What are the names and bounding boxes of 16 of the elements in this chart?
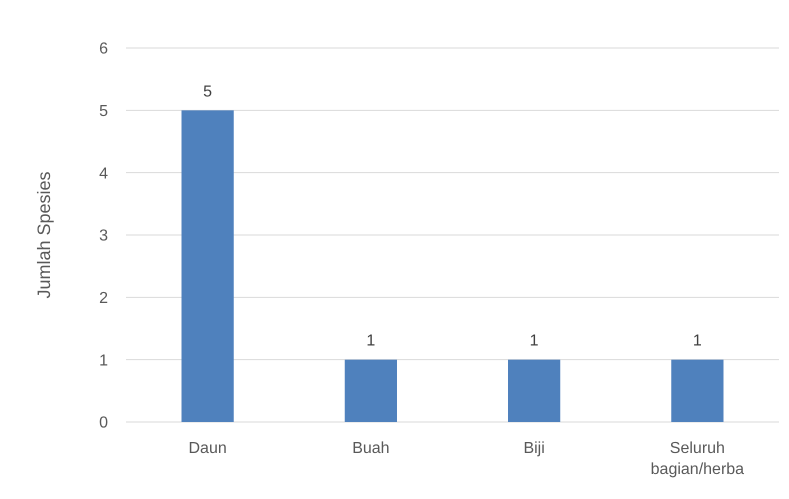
y-tick-label: 5	[99, 102, 108, 120]
x-tick-label: Seluruh bagian/herba	[650, 440, 744, 478]
y-tick-label: 2	[99, 290, 108, 307]
y-axis-title: Jumlah Spesies	[34, 171, 54, 299]
x-tick-label: Buah	[352, 440, 390, 457]
data-label: 1	[530, 332, 539, 350]
y-tick-label: 0	[99, 414, 108, 432]
y-tick-label: 3	[99, 228, 108, 245]
x-tick-label: Biji	[523, 440, 545, 457]
data-label: 1	[366, 332, 376, 350]
x-tick-label: Daun	[188, 440, 227, 457]
data-label: 5	[203, 83, 212, 100]
y-tick-label: 4	[99, 165, 108, 182]
y-tick-label: 1	[99, 352, 108, 370]
y-tick-label: 6	[99, 40, 108, 58]
data-label: 1	[692, 332, 702, 350]
